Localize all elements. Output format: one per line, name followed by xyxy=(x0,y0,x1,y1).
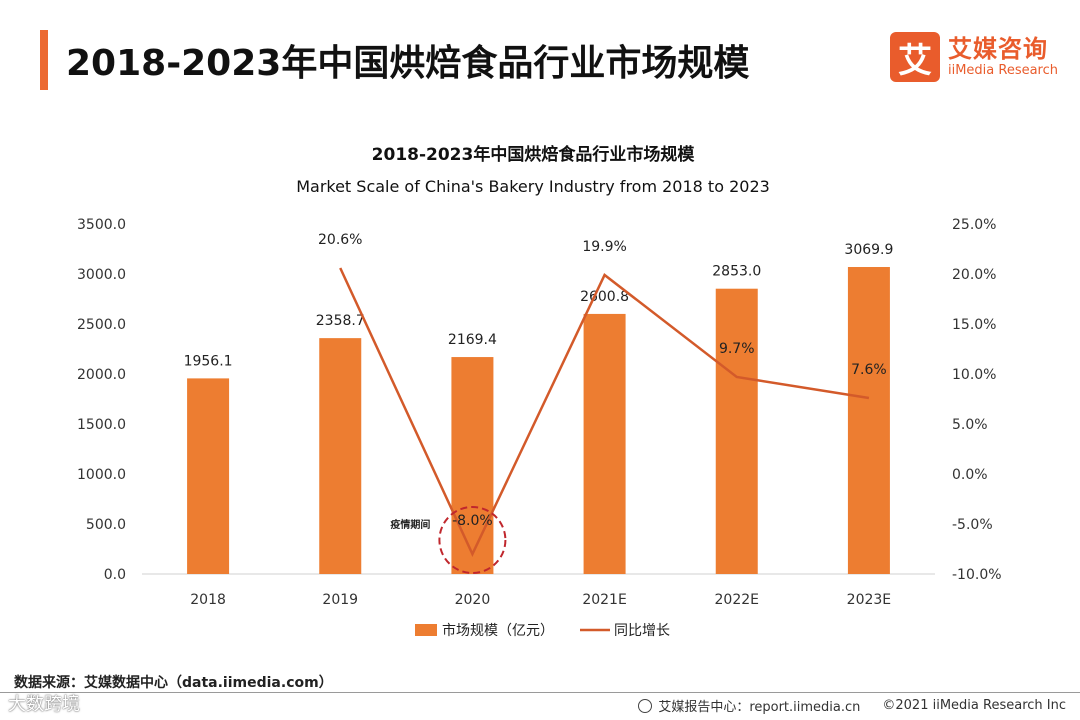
bar-market-scale xyxy=(583,313,626,574)
globe-icon xyxy=(638,698,653,713)
annotation-circle xyxy=(438,506,507,574)
growth-value-label: 19.9% xyxy=(582,239,626,255)
bar-market-scale xyxy=(715,288,758,574)
y-right-tick-label: 20.0% xyxy=(952,267,996,283)
bar-value-label: 2358.7 xyxy=(316,313,365,329)
x-tick-label: 2023E xyxy=(847,592,891,608)
y-left-tick-label: 0.0 xyxy=(104,567,126,583)
x-tick-label: 2020 xyxy=(455,592,491,608)
bar-value-label: 2600.8 xyxy=(580,289,629,305)
legend-bar-swatch xyxy=(415,624,437,636)
y-right-tick-label: 25.0% xyxy=(952,217,996,233)
brand-logo: 艾 艾媒咨询 iiMedia Research xyxy=(889,30,1058,84)
y-left-tick-label: 2500.0 xyxy=(77,317,126,333)
footer-info: 艾媒报告中心：report.iimedia.cn ©2021 iiMedia R… xyxy=(638,696,1066,715)
bar-market-scale xyxy=(319,338,362,574)
page-title: 2018-2023年中国烘焙食品行业市场规模 xyxy=(66,43,750,84)
growth-value-label: 9.7% xyxy=(719,341,755,357)
x-tick-label: 2021E xyxy=(582,592,626,608)
y-right-tick-label: 15.0% xyxy=(952,317,996,333)
x-tick-label: 2022E xyxy=(715,592,759,608)
chart-subtitle: Market Scale of China's Bakery Industry … xyxy=(296,177,770,196)
bar-value-label: 1956.1 xyxy=(184,353,233,369)
y-right-tick-label: -10.0% xyxy=(952,567,1002,583)
y-left-tick-label: 2000.0 xyxy=(77,367,126,383)
y-left-tick-label: 3500.0 xyxy=(77,217,126,233)
x-tick-label: 2019 xyxy=(322,592,358,608)
y-left-tick-label: 3000.0 xyxy=(77,267,126,283)
y-right-tick-label: -5.0% xyxy=(952,517,993,533)
y-right-tick-label: 5.0% xyxy=(952,417,988,433)
growth-value-label: -8.0% xyxy=(452,513,493,529)
legend-line-label: 同比增长 xyxy=(614,623,670,639)
brand-logo-icon: 艾 xyxy=(889,32,940,82)
report-center: 艾媒报告中心：report.iimedia.cn xyxy=(658,700,861,715)
chart-title: 2018-2023年中国烘焙食品行业市场规模 xyxy=(372,144,696,165)
bakery-market-chart: 2018-2023年中国烘焙食品行业市场规模 Market Scale of Ch… xyxy=(77,144,1002,639)
bar-market-scale xyxy=(187,378,230,574)
annotation-text: 疫情期间 xyxy=(390,518,430,531)
brand-name-cn: 艾媒咨询 xyxy=(947,35,1048,63)
data-source: 数据来源：艾媒数据中心（data.iimedia.com） xyxy=(14,675,333,691)
title-accent-bar xyxy=(40,30,48,90)
y-left-tick-label: 500.0 xyxy=(86,517,126,533)
bar-market-scale xyxy=(451,357,494,574)
y-left-tick-label: 1500.0 xyxy=(77,417,126,433)
x-tick-label: 2018 xyxy=(190,592,226,608)
y-left-tick-label: 1000.0 xyxy=(77,467,126,483)
legend-bar-label: 市场规模（亿元） xyxy=(442,622,554,639)
growth-value-label: 7.6% xyxy=(851,362,887,378)
brand-text: 艾媒咨询 iiMedia Research xyxy=(948,35,1058,79)
growth-value-label: 20.6% xyxy=(318,232,362,248)
watermark: 大数跨境 xyxy=(8,694,80,715)
y-right-tick-label: 0.0% xyxy=(952,467,988,483)
y-right-tick-label: 10.0% xyxy=(952,367,996,383)
footer-divider xyxy=(0,692,1080,693)
bar-value-label: 2169.4 xyxy=(448,332,497,348)
brand-name-en: iiMedia Research xyxy=(947,63,1058,78)
copyright: ©2021 iiMedia Research Inc xyxy=(882,698,1066,713)
bar-market-scale xyxy=(847,267,890,574)
bar-value-label: 2853.0 xyxy=(712,264,761,280)
bar-value-label: 3069.9 xyxy=(844,242,893,258)
